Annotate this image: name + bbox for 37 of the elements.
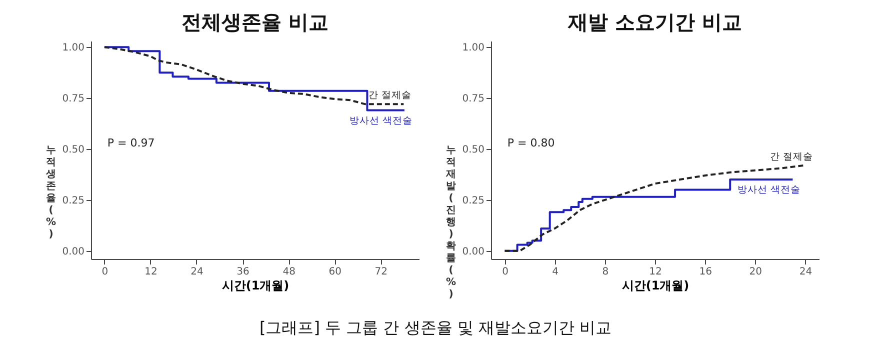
x-tick-label: 48 [282, 266, 296, 278]
chart-title: 전체생존율 비교 [182, 10, 328, 34]
x-tick-label: 4 [552, 266, 559, 278]
y-tick-label: 0.75 [62, 94, 84, 105]
series-label: 방사선 색전술 [738, 184, 801, 196]
series-label: 방사선 색전술 [349, 115, 412, 126]
text: [그래프] 두 그룹 간 생존율 및 재발소요기간 비교 [258, 318, 613, 339]
y-tick-label: 0.50 [62, 144, 84, 156]
x-tick-label: 0 [102, 266, 108, 278]
x-tick-label: 60 [328, 266, 342, 278]
y-tick-label: 1.00 [62, 42, 84, 54]
series-label: 간 절제술 [368, 90, 412, 102]
series-label: 간 절제술 [770, 151, 814, 162]
y-tick-label: 0.00 [62, 246, 84, 258]
x-tick-label: 72 [374, 266, 388, 278]
y-tick-label: 0.25 [462, 195, 484, 206]
x-tick-label: 36 [236, 266, 250, 278]
text: 누적 재발(진행) 확률 (%) [446, 145, 456, 300]
y-axis-title: 누적 생존율 (%) [45, 145, 56, 240]
x-axis-title: 시간(1개월) [622, 278, 690, 292]
y-tick-label: 0.75 [462, 94, 484, 105]
x-tick-label: 16 [699, 266, 712, 278]
y-tick-label: 0.25 [62, 195, 84, 206]
x-tick-label: 0 [502, 266, 508, 278]
y-tick-label: 0.50 [462, 144, 484, 156]
y-tick-label: 1.00 [462, 42, 484, 54]
x-tick-label: 12 [144, 266, 158, 278]
y-tick-label: 0.00 [462, 246, 484, 258]
x-axis-title: 시간(1개월) [222, 278, 290, 292]
x-tick-label: 8 [602, 266, 609, 278]
x-tick-label: 20 [749, 266, 762, 278]
annotation: P = 0.80 [507, 136, 555, 150]
annotation: P = 0.97 [107, 136, 155, 150]
x-tick-label: 24 [190, 266, 204, 278]
x-tick-label: 12 [649, 266, 662, 278]
x-tick-label: 24 [799, 266, 812, 278]
chart-title: 재발 소요기간 비교 [567, 10, 742, 34]
